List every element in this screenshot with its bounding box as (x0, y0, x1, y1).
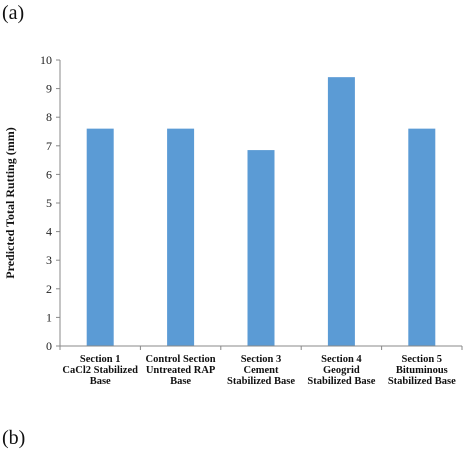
y-tick-label: 8 (46, 110, 52, 124)
y-tick-label: 6 (46, 167, 52, 181)
bar-4 (327, 77, 355, 346)
x-category-label: Section 4 Geogrid Stabilized Base (307, 354, 375, 387)
y-axis-label: Predicted Total Rutting (mm) (3, 127, 17, 278)
panel-label-b: (b) (2, 427, 26, 449)
y-tick-label: 4 (46, 225, 52, 239)
y-tick-label: 9 (46, 82, 52, 96)
y-tick-label: 10 (40, 53, 52, 67)
y-tick-label: 2 (46, 282, 52, 296)
bar-5 (408, 128, 436, 346)
y-tick-label: 1 (46, 310, 52, 324)
bar-3 (247, 150, 275, 346)
x-category-label: Section 5 Bituminous Stabilized Base (388, 354, 456, 387)
y-ticks-group: 0 1 2 3 4 5 6 7 8 9 10 (40, 53, 60, 353)
x-category-label: Section 1 CaCl2 Stabilized Base (62, 354, 138, 387)
bars-group (86, 77, 436, 346)
panel-label-a: (a) (2, 2, 25, 24)
bar-1 (86, 128, 114, 346)
y-tick-label: 3 (46, 253, 52, 267)
x-category-label: Section 3 Cement Stabilized Base (227, 354, 295, 387)
y-tick-label: 5 (46, 196, 52, 210)
y-tick-label: 7 (46, 139, 52, 153)
y-tick-label: 0 (46, 339, 52, 353)
bar-2 (167, 128, 195, 346)
x-category-label: Control Section Untreated RAP Base (146, 354, 216, 387)
